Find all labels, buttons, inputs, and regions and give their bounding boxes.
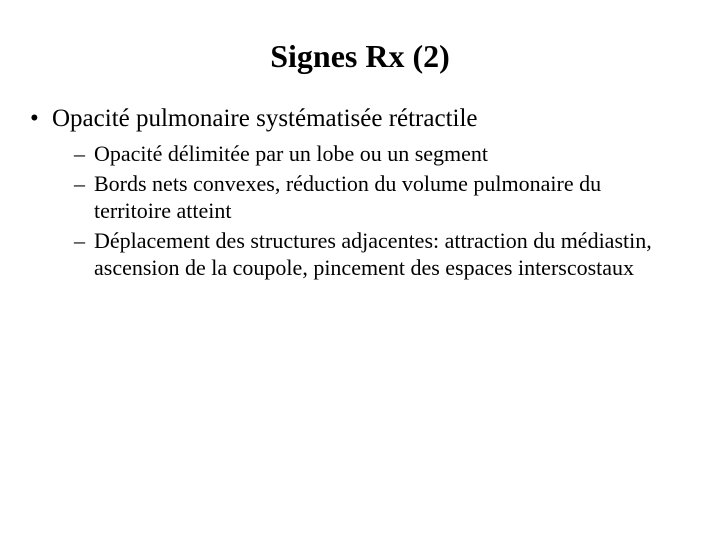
bullet-text: Opacité pulmonaire systématisée rétracti… [52,105,478,132]
slide: Signes Rx (2) Opacité pulmonaire systéma… [0,0,720,540]
slide-body: Opacité pulmonaire systématisée rétracti… [0,103,720,282]
bullet-list-level1: Opacité pulmonaire systématisée rétracti… [28,103,670,282]
list-item: Opacité pulmonaire systématisée rétracti… [28,103,670,282]
list-item: Déplacement des structures adjacentes: a… [74,227,670,282]
list-item: Bords nets convexes, réduction du volume… [74,170,670,225]
list-item: Opacité délimitée par un lobe ou un segm… [74,140,670,168]
bullet-text: Déplacement des structures adjacentes: a… [94,228,652,281]
bullet-text: Opacité délimitée par un lobe ou un segm… [94,141,488,166]
bullet-list-level2: Opacité délimitée par un lobe ou un segm… [52,140,670,282]
slide-title: Signes Rx (2) [0,0,720,103]
bullet-text: Bords nets convexes, réduction du volume… [94,171,601,224]
